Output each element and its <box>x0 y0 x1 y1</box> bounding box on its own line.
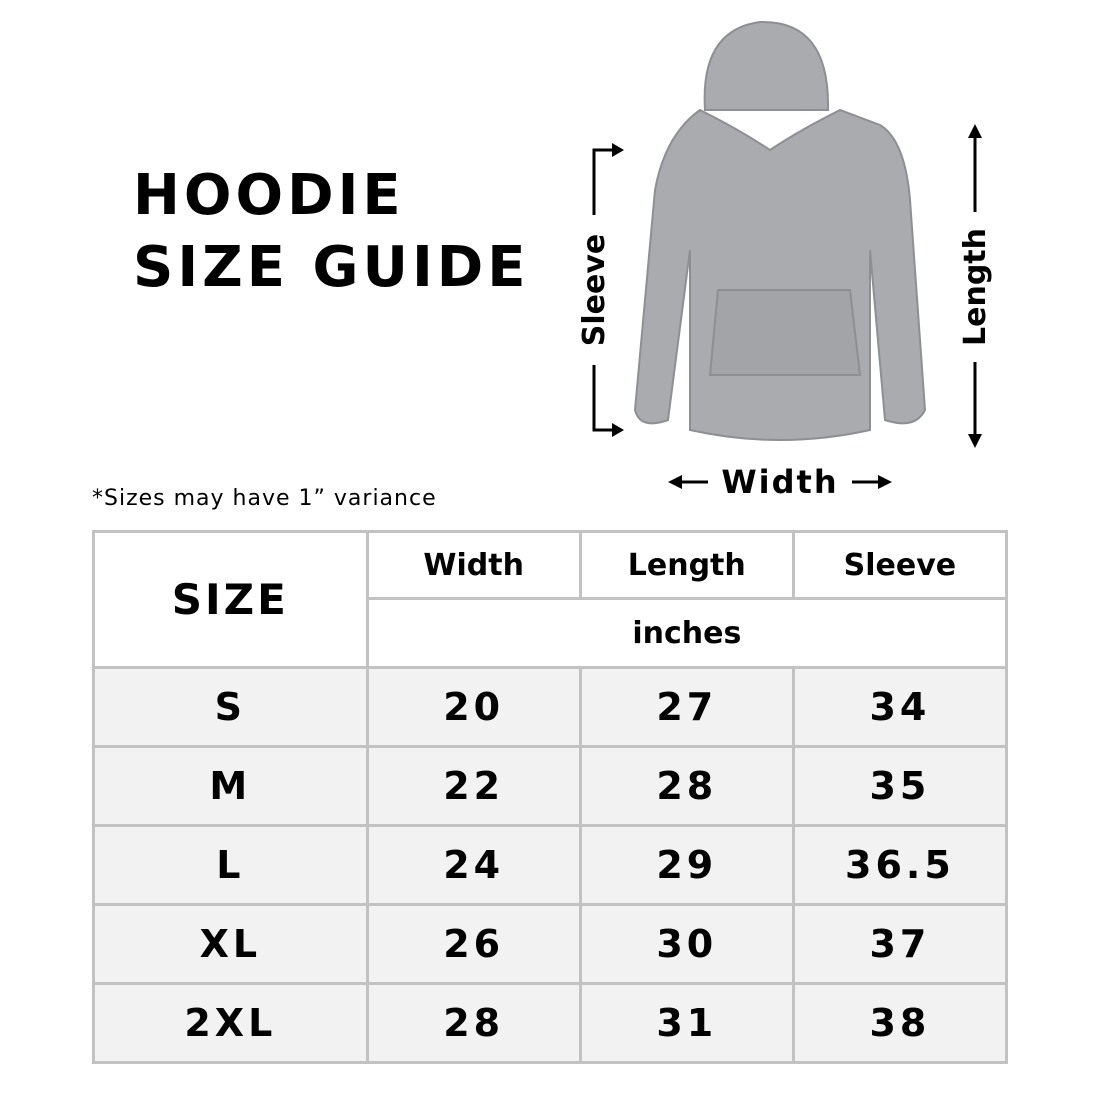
cell-size: S <box>92 666 369 748</box>
col-header-sleeve: Sleeve <box>791 530 1009 600</box>
col-header-width: Width <box>365 530 582 600</box>
table-row: XL 26 30 37 <box>92 903 1009 985</box>
unit-row: inches <box>94 597 1009 669</box>
cell-sleeve: 38 <box>791 982 1009 1064</box>
cell-sleeve: 36.5 <box>791 824 1009 906</box>
size-table: SIZE Width Length Sleeve inches S 20 27 34 M… <box>92 530 1009 1064</box>
col-header-length: Length <box>578 530 795 600</box>
arrow-right-icon <box>878 475 892 489</box>
header-row: SIZE Width Length Sleeve <box>92 530 1009 669</box>
cell-width: 22 <box>365 745 582 827</box>
cell-length: 28 <box>578 745 795 827</box>
title-line-1: HOODIE <box>133 163 405 228</box>
cell-sleeve: 34 <box>791 666 1009 748</box>
page-title: HOODIE SIZE GUIDE <box>133 160 530 304</box>
hoodie-image <box>633 20 927 441</box>
sleeve-arrow <box>592 148 615 432</box>
arrow-left-icon <box>668 475 682 489</box>
cell-sleeve: 37 <box>791 903 1009 985</box>
table-row: S 20 27 34 <box>92 666 1009 748</box>
cell-size: L <box>92 824 369 906</box>
title-line-2: SIZE GUIDE <box>133 235 530 300</box>
table-row: M 22 28 35 <box>92 745 1009 827</box>
table-row: 2XL 28 31 38 <box>92 982 1009 1064</box>
arrow-head-icon <box>612 143 624 157</box>
table-row: L 24 29 36.5 <box>92 824 1009 906</box>
cell-size: 2XL <box>92 982 369 1064</box>
arrow-head-icon <box>612 423 624 437</box>
arrow-up-icon <box>968 124 982 138</box>
cell-width: 28 <box>365 982 582 1064</box>
cell-length: 27 <box>578 666 795 748</box>
cell-length: 31 <box>578 982 795 1064</box>
variance-note: *Sizes may have 1” variance <box>92 486 437 511</box>
cell-length: 29 <box>578 824 795 906</box>
cell-width: 20 <box>365 666 582 748</box>
hoodie-diagram: Sleeve Length Width <box>577 20 993 501</box>
length-label: Length <box>958 228 993 346</box>
sleeve-label: Sleeve <box>577 234 612 347</box>
cell-width: 24 <box>365 824 582 906</box>
width-label: Width <box>721 463 838 501</box>
cell-size: M <box>92 745 369 827</box>
cell-sleeve: 35 <box>791 745 1009 827</box>
cell-size: XL <box>92 903 369 985</box>
unit-label: inches <box>365 597 1009 669</box>
arrow-down-icon <box>968 434 982 448</box>
size-header: SIZE <box>92 530 369 669</box>
cell-width: 26 <box>365 903 582 985</box>
cell-length: 30 <box>578 903 795 985</box>
